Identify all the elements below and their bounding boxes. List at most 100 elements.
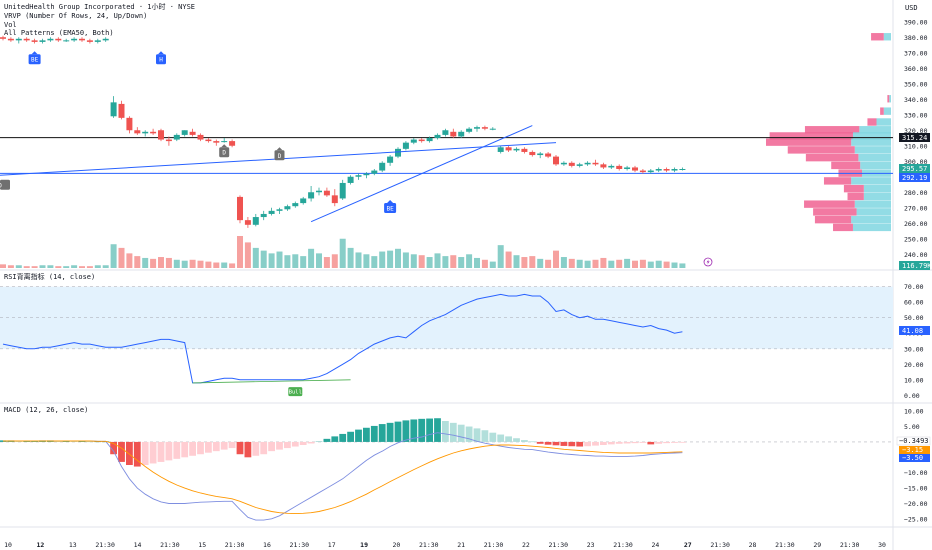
- pattern-label-bg[interactable]: [384, 203, 397, 213]
- candle-body[interactable]: [647, 170, 654, 173]
- candle-body[interactable]: [260, 213, 267, 218]
- candle-body[interactable]: [39, 40, 46, 42]
- candle-body[interactable]: [395, 148, 401, 157]
- candle-body[interactable]: [474, 127, 480, 129]
- candle-body[interactable]: [553, 156, 559, 165]
- candle-body[interactable]: [505, 147, 512, 151]
- candle-body[interactable]: [497, 147, 504, 152]
- candle-body[interactable]: [252, 217, 259, 225]
- candle-body[interactable]: [347, 176, 354, 183]
- rsi-pane[interactable]: Bull: [0, 286, 893, 397]
- candle-body[interactable]: [268, 210, 275, 214]
- trend-line[interactable]: [310, 125, 533, 223]
- candle-body[interactable]: [418, 139, 425, 142]
- pattern-label[interactable]: BE: [31, 57, 39, 64]
- macd-legend[interactable]: MACD (12, 26, close): [4, 406, 88, 414]
- candle-body[interactable]: [639, 170, 646, 173]
- candle-body[interactable]: [94, 40, 101, 42]
- candle-body[interactable]: [229, 141, 236, 146]
- lightning-icon[interactable]: [703, 257, 713, 267]
- candle-body[interactable]: [189, 131, 196, 135]
- candle-body[interactable]: [355, 175, 362, 177]
- candle-body[interactable]: [513, 148, 520, 151]
- candle-body[interactable]: [363, 173, 370, 176]
- candle-body[interactable]: [63, 40, 70, 42]
- macd-line[interactable]: [3, 432, 683, 521]
- candle-body[interactable]: [608, 165, 615, 168]
- candle-body[interactable]: [632, 167, 638, 171]
- candle-body[interactable]: [442, 130, 449, 135]
- candle-body[interactable]: [205, 139, 212, 142]
- vol-legend[interactable]: Vol: [4, 21, 17, 29]
- patterns-legend[interactable]: All Patterns (EMA50, Both): [4, 29, 114, 37]
- candle-body[interactable]: [118, 103, 125, 118]
- price-pane[interactable]: BE H D D BE D: [0, 33, 893, 268]
- candle-body[interactable]: [426, 138, 433, 142]
- candle-body[interactable]: [284, 206, 291, 210]
- candle-body[interactable]: [244, 220, 251, 225]
- candle-body[interactable]: [292, 203, 299, 207]
- candle-body[interactable]: [15, 38, 22, 41]
- candle-body[interactable]: [545, 153, 552, 157]
- rsi-legend[interactable]: RSI背离指标 (14, close): [4, 272, 95, 281]
- candle-body[interactable]: [655, 169, 662, 171]
- candle-body[interactable]: [142, 131, 149, 134]
- vrvp-legend[interactable]: VRVP (Number Of Rows, 24, Up/Down): [4, 12, 147, 20]
- candle-body[interactable]: [323, 190, 330, 196]
- candle-body[interactable]: [331, 195, 338, 204]
- candle-body[interactable]: [197, 134, 204, 140]
- rsi-bull-label-bg[interactable]: [288, 387, 303, 397]
- candle-body[interactable]: [134, 130, 141, 134]
- candle-body[interactable]: [671, 169, 678, 171]
- candle-body[interactable]: [584, 162, 591, 165]
- candle-body[interactable]: [213, 141, 220, 143]
- candle-body[interactable]: [624, 167, 631, 169]
- candle-body[interactable]: [379, 162, 386, 171]
- candle-body[interactable]: [600, 164, 607, 168]
- candle-body[interactable]: [71, 38, 78, 41]
- candle-body[interactable]: [300, 198, 307, 204]
- candle-body[interactable]: [458, 131, 465, 137]
- candle-body[interactable]: [489, 128, 496, 130]
- candle-body[interactable]: [102, 38, 109, 41]
- candle-body[interactable]: [316, 190, 322, 193]
- candle-body[interactable]: [481, 127, 488, 129]
- pattern-label[interactable]: D: [0, 182, 2, 189]
- candle-body[interactable]: [576, 164, 583, 166]
- candle-body[interactable]: [79, 38, 85, 41]
- pattern-label-bg[interactable]: [156, 54, 166, 65]
- candle-body[interactable]: [371, 170, 378, 174]
- rsi-line[interactable]: [2, 293, 683, 384]
- candle-body[interactable]: [276, 209, 283, 211]
- pattern-label-bg[interactable]: [0, 179, 10, 190]
- candle-body[interactable]: [537, 153, 544, 156]
- pattern-label[interactable]: D: [222, 150, 226, 157]
- candle-body[interactable]: [410, 139, 417, 143]
- candle-body[interactable]: [55, 38, 62, 41]
- candle-body[interactable]: [221, 141, 228, 143]
- candle-body[interactable]: [434, 134, 441, 138]
- pattern-label[interactable]: BE: [386, 206, 394, 213]
- candle-body[interactable]: [7, 38, 14, 41]
- candle-body[interactable]: [237, 196, 243, 221]
- pattern-label-bg[interactable]: [28, 54, 41, 65]
- candle-body[interactable]: [402, 142, 409, 149]
- candle-body[interactable]: [181, 130, 188, 135]
- pattern-label[interactable]: D: [278, 153, 282, 160]
- candle-body[interactable]: [126, 117, 133, 131]
- candle-body[interactable]: [387, 156, 394, 163]
- candle-body[interactable]: [679, 169, 686, 170]
- macd-pane[interactable]: [0, 418, 893, 521]
- candle-body[interactable]: [308, 192, 315, 199]
- candle-body[interactable]: [529, 151, 536, 156]
- candle-body[interactable]: [560, 162, 567, 165]
- candle-body[interactable]: [23, 38, 30, 41]
- candle-body[interactable]: [466, 128, 473, 132]
- candle-body[interactable]: [663, 169, 670, 171]
- candle-body[interactable]: [31, 40, 38, 42]
- candle-body[interactable]: [47, 38, 54, 41]
- candle-body[interactable]: [158, 130, 164, 140]
- candle-body[interactable]: [173, 134, 180, 140]
- pattern-label-bg[interactable]: [219, 147, 230, 158]
- candle-body[interactable]: [616, 165, 623, 169]
